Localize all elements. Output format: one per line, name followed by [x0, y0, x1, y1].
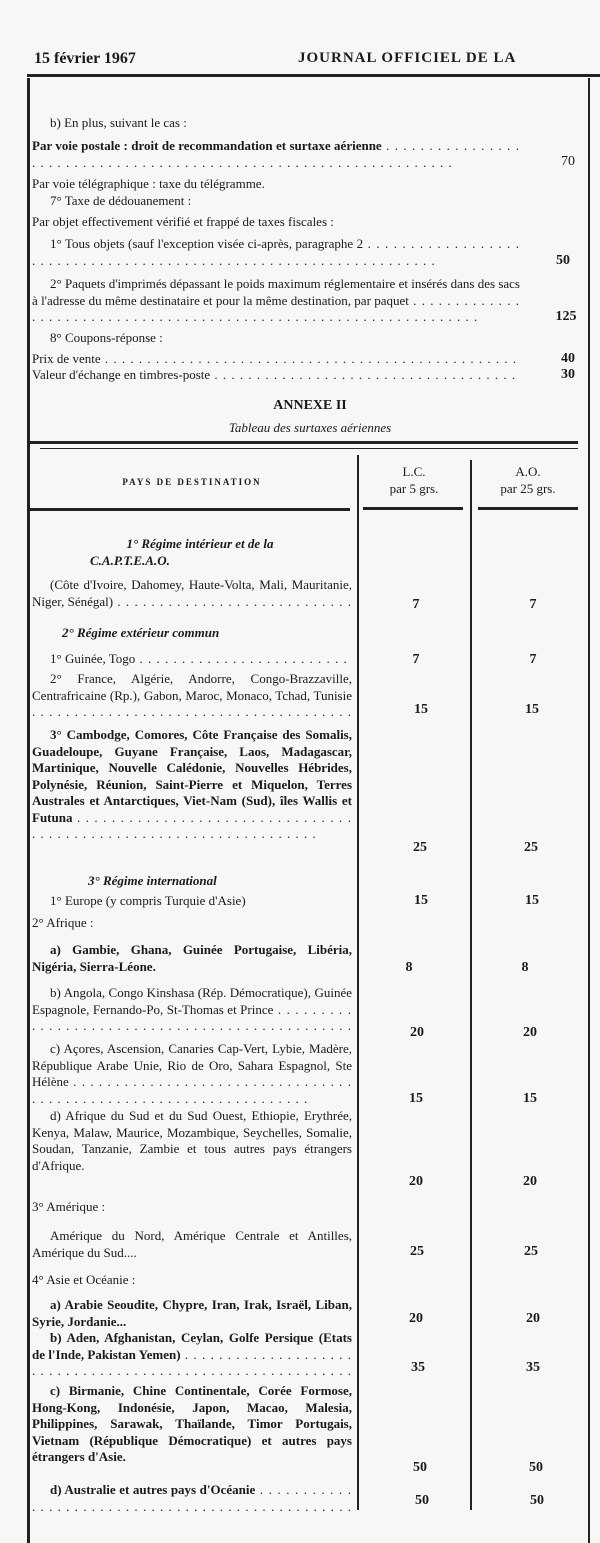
row-lc-value: 15 — [414, 702, 428, 717]
table-col-rule-1 — [357, 455, 359, 1510]
right-column-rule — [588, 78, 590, 1543]
header-date: 15 février 1967 — [34, 50, 136, 67]
row-lc-value: 50 — [415, 1493, 429, 1508]
tous-objets-value: 50 — [556, 253, 570, 268]
annexe-title: ANNEXE II — [273, 398, 347, 413]
valeur-echange-text: Valeur d'échange en timbres-poste — [32, 367, 520, 382]
row-text: b) Angola, Congo Kinshasa (Rép. Démocrat… — [32, 985, 352, 1035]
section-asie-oceanie: 4° Asie et Océanie : — [32, 1272, 136, 1287]
table-top-rule — [30, 441, 578, 444]
postale-line: Par voie postale : droit de recommandati… — [32, 138, 520, 171]
row-lc-value: 8 — [405, 960, 413, 975]
table-row-guinee-togo: 1° Guinée, Togo — [32, 651, 352, 667]
header-rule-destination — [30, 508, 350, 511]
col-header-ao-line2: par 25 grs. — [500, 481, 556, 496]
row-lc-value: 20 — [409, 1174, 423, 1189]
row-lc-value: 15 — [409, 1091, 423, 1106]
par-objet-text: Par objet effectivement vérifié et frapp… — [32, 214, 334, 229]
prix-vente-text: Prix de vente — [32, 351, 520, 366]
postale-value: 70 — [561, 154, 575, 169]
table-row-cambodge: 3° Cambodge, Comores, Côte Française des… — [32, 727, 352, 859]
col-header-lc: L.C. par 5 grs. — [362, 463, 466, 497]
table-row-europe: 1° Europe (y compris Turquie d'Asie) — [50, 893, 246, 908]
header-rule — [27, 74, 600, 77]
row-lc-value: 7 — [412, 597, 420, 612]
section-regime-international: 3° Régime international — [88, 873, 217, 888]
annexe-subtitle: Tableau des surtaxes aériennes — [228, 420, 392, 435]
table-row-france: 2° France, Algérie, Andorre, Congo-Brazz… — [32, 671, 352, 721]
col-header-ao: A.O. par 25 grs. — [474, 463, 582, 497]
section-afrique: 2° Afrique : — [32, 915, 94, 930]
table-row-afrique-d: d) Afrique du Sud et du Sud Ouest, Ethio… — [32, 1108, 352, 1173]
row-ao-value: 20 — [523, 1025, 537, 1040]
col-header-ao-line1: A.O. — [515, 464, 541, 479]
row-text: b) Aden, Afghanistan, Ceylan, Golfe Pers… — [32, 1330, 352, 1380]
table-row-afrique-b: b) Angola, Congo Kinshasa (Rép. Démocrat… — [32, 985, 352, 1035]
col-header-destination: PAYS DE DESTINATION — [122, 477, 262, 487]
section-regime-interieur: 1° Régime intérieur et de la C.A.P.T.E.A… — [90, 536, 274, 568]
tous-objets-line: 1° Tous objets (sauf l'exception visée c… — [32, 236, 520, 269]
row-text: (Côte d'Ivoire, Dahomey, Haute-Volta, Ma… — [32, 577, 352, 610]
b-heading: b) En plus, suivant le cas : — [50, 115, 187, 130]
row-ao-value: 15 — [525, 702, 539, 717]
col-header-lc-line2: par 5 grs. — [389, 481, 439, 496]
table-row-afrique-c: c) Açores, Ascension, Canaries Cap-Vert,… — [32, 1041, 352, 1107]
table-row-asie-b: b) Aden, Afghanistan, Ceylan, Golfe Pers… — [32, 1330, 352, 1380]
table-row-afrique-a: a) Gambie, Ghana, Guinée Portugaise, Lib… — [32, 942, 352, 974]
row-lc-value: 50 — [413, 1460, 427, 1475]
row-ao-value: 8 — [521, 960, 529, 975]
row-lc-value: 25 — [410, 1244, 424, 1259]
row-lc-value: 20 — [410, 1025, 424, 1040]
row-text: 3° Cambodge, Comores, Côte Française des… — [32, 727, 352, 841]
header-rule-lc — [363, 507, 463, 510]
row-text: c) Açores, Ascension, Canaries Cap-Vert,… — [32, 1041, 352, 1106]
left-border — [27, 78, 30, 1543]
row-ao-value: 25 — [524, 1244, 538, 1259]
paquets-text: 2° Paquets d'imprimés dépassant le poids… — [32, 276, 520, 324]
row-text: d) Australie et autres pays d'Océanie — [32, 1482, 352, 1515]
row-lc-value: 25 — [413, 840, 427, 855]
valeur-echange-value: 30 — [561, 367, 575, 382]
row-text: 1° Guinée, Togo — [50, 651, 352, 666]
table-row-asie-d: d) Australie et autres pays d'Océanie — [32, 1482, 352, 1515]
row-ao-value: 25 — [524, 840, 538, 855]
row-ao-value: 50 — [529, 1460, 543, 1475]
table-col-rule-2 — [470, 460, 472, 1510]
table-row-asie-a: a) Arabie Seoudite, Chypre, Iran, Irak, … — [32, 1297, 352, 1329]
row-ao-value: 20 — [523, 1174, 537, 1189]
row-ao-value: 20 — [526, 1311, 540, 1326]
row-lc-value: 7 — [412, 652, 420, 667]
col-header-lc-line1: L.C. — [402, 464, 426, 479]
telegraphique-text: Par voie télégraphique : taxe du télégra… — [32, 176, 265, 191]
section-regime-exterieur: 2° Régime extérieur commun — [62, 625, 220, 640]
row-lc-value: 15 — [414, 893, 428, 908]
postale-text: Par voie postale : droit de recommandati… — [32, 138, 520, 170]
prix-vente-line: Prix de vente — [32, 351, 520, 367]
section-amerique: 3° Amérique : — [32, 1199, 106, 1214]
paquets-line: 2° Paquets d'imprimés dépassant le poids… — [32, 276, 520, 326]
header-title: JOURNAL OFFICIEL DE LA — [298, 50, 517, 66]
prix-vente-value: 40 — [561, 351, 575, 366]
paquets-value: 125 — [555, 309, 577, 324]
table-row-asie-c: c) Birmanie, Chine Continentale, Corée F… — [32, 1383, 352, 1464]
tous-objets-text: 1° Tous objets (sauf l'exception visée c… — [32, 236, 520, 268]
row-ao-value: 35 — [526, 1360, 540, 1375]
row-ao-value: 7 — [529, 652, 537, 667]
row-lc-value: 35 — [411, 1360, 425, 1375]
row-text: 2° France, Algérie, Andorre, Congo-Brazz… — [32, 671, 352, 721]
header-rule-ao — [478, 507, 578, 510]
row-ao-value: 15 — [525, 893, 539, 908]
valeur-echange-line: Valeur d'échange en timbres-poste — [32, 367, 520, 383]
row-ao-value: 15 — [523, 1091, 537, 1106]
coupons-heading: 8° Coupons-réponse : — [50, 330, 163, 345]
dedouanement-heading: 7° Taxe de dédouanement : — [50, 193, 192, 208]
table-row-cote-ivoire: (Côte d'Ivoire, Dahomey, Haute-Volta, Ma… — [32, 577, 352, 610]
table-top-rule-thin — [40, 448, 578, 449]
row-lc-value: 20 — [409, 1311, 423, 1326]
row-ao-value: 7 — [529, 597, 537, 612]
row-ao-value: 50 — [530, 1493, 544, 1508]
table-row-amerique: Amérique du Nord, Amérique Centrale et A… — [32, 1228, 352, 1260]
